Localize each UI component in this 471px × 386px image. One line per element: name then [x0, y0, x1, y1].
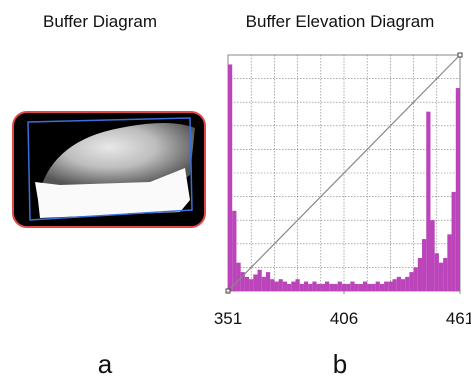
bar	[283, 282, 287, 291]
buffer-image	[13, 112, 205, 227]
bar	[304, 282, 308, 291]
bar	[384, 282, 388, 291]
bar	[249, 279, 253, 291]
bar	[274, 282, 278, 291]
bar	[388, 282, 392, 291]
bar	[258, 270, 262, 291]
bar	[371, 284, 375, 291]
bar	[321, 284, 325, 291]
bar	[397, 277, 401, 291]
bar	[414, 267, 418, 291]
bar	[236, 263, 240, 291]
x-tick-label: 461	[446, 309, 471, 328]
bar	[405, 277, 409, 291]
bar	[367, 284, 371, 291]
figure: Buffer Diagram Buffer Elevation Diagram …	[0, 0, 471, 381]
panel-title: Buffer Diagram	[43, 12, 157, 31]
bar	[232, 211, 236, 291]
bar	[300, 284, 304, 291]
bar	[430, 220, 434, 291]
bar	[291, 282, 295, 291]
bar	[452, 192, 456, 291]
bar	[270, 279, 274, 291]
x-tick-label: 406	[330, 309, 358, 328]
bar	[308, 284, 312, 291]
bar	[363, 282, 367, 291]
bar	[439, 263, 443, 291]
bar	[342, 284, 346, 291]
bar	[359, 284, 363, 291]
bar	[312, 282, 316, 291]
bar	[262, 277, 266, 291]
bar	[287, 284, 291, 291]
bar	[409, 272, 413, 291]
handle	[458, 53, 462, 57]
bar	[279, 279, 283, 291]
bar	[228, 64, 232, 291]
bar	[350, 282, 354, 291]
bar	[447, 234, 451, 291]
bar	[346, 284, 350, 291]
bar	[295, 279, 299, 291]
bar	[376, 282, 380, 291]
bar	[456, 88, 460, 291]
bar	[317, 284, 321, 291]
panel-label: b	[333, 349, 347, 379]
bar	[253, 274, 257, 291]
bar	[329, 284, 333, 291]
bar	[426, 112, 430, 291]
bar	[418, 258, 422, 291]
bar	[401, 279, 405, 291]
bar	[422, 239, 426, 291]
bar	[333, 284, 337, 291]
bar	[393, 279, 397, 291]
bar	[355, 284, 359, 291]
bar	[245, 277, 249, 291]
x-tick-label: 351	[214, 309, 242, 328]
bar	[443, 258, 447, 291]
histogram-plot	[226, 53, 462, 293]
bar	[380, 284, 384, 291]
bar	[266, 272, 270, 291]
bar	[338, 282, 342, 291]
panel-label: a	[98, 349, 113, 379]
bar	[435, 253, 439, 291]
bar	[325, 282, 329, 291]
panel-title: Buffer Elevation Diagram	[246, 12, 435, 31]
